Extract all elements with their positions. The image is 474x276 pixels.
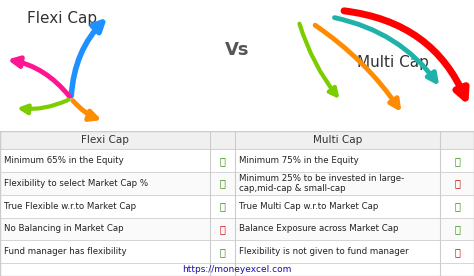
Bar: [440, 217, 474, 240]
Text: 👍: 👍: [219, 247, 226, 257]
Bar: [0, 149, 210, 172]
Bar: [235, 172, 440, 195]
Bar: [210, 195, 235, 217]
Bar: [210, 240, 235, 263]
Text: 👎: 👎: [219, 224, 226, 234]
Text: Multi Cap: Multi Cap: [313, 136, 362, 145]
Bar: [0, 263, 474, 276]
Text: True Flexible w.r.to Market Cap: True Flexible w.r.to Market Cap: [4, 202, 136, 211]
Bar: [235, 195, 440, 217]
Bar: [440, 195, 474, 217]
Bar: [0, 131, 474, 149]
Bar: [0, 172, 210, 195]
Text: https://moneyexcel.com: https://moneyexcel.com: [182, 265, 292, 274]
Text: 👍: 👍: [219, 179, 226, 189]
Text: Minimum 75% in the Equity: Minimum 75% in the Equity: [239, 156, 359, 165]
Text: Flexibility is not given to fund manager: Flexibility is not given to fund manager: [239, 247, 409, 256]
Text: Minimum 25% to be invested in large-
cap,mid-cap & small-cap: Minimum 25% to be invested in large- cap…: [239, 174, 404, 193]
Bar: [210, 149, 235, 172]
Text: Multi Cap: Multi Cap: [357, 55, 429, 70]
Text: 👍: 👍: [454, 201, 460, 211]
Text: Flexibility to select Market Cap %: Flexibility to select Market Cap %: [4, 179, 148, 188]
Bar: [235, 217, 440, 240]
Text: Vs: Vs: [225, 41, 249, 59]
Text: Fund manager has flexibility: Fund manager has flexibility: [4, 247, 127, 256]
Bar: [440, 149, 474, 172]
Bar: [440, 240, 474, 263]
Bar: [0, 217, 210, 240]
Text: 👍: 👍: [454, 156, 460, 166]
Bar: [210, 217, 235, 240]
Text: Flexi Cap: Flexi Cap: [81, 136, 129, 145]
Text: No Balancing in Market Cap: No Balancing in Market Cap: [4, 224, 124, 233]
Text: Flexi Cap: Flexi Cap: [27, 10, 97, 25]
Text: Balance Exposure across Market Cap: Balance Exposure across Market Cap: [239, 224, 399, 233]
Bar: [0, 240, 210, 263]
Bar: [0, 195, 210, 217]
Text: 👍: 👍: [454, 224, 460, 234]
Bar: [235, 149, 440, 172]
Text: 👍: 👍: [219, 201, 226, 211]
Text: True Multi Cap w.r.to Market Cap: True Multi Cap w.r.to Market Cap: [239, 202, 378, 211]
Text: 👎: 👎: [454, 179, 460, 189]
Text: 👎: 👎: [454, 247, 460, 257]
Bar: [210, 172, 235, 195]
Text: Minimum 65% in the Equity: Minimum 65% in the Equity: [4, 156, 124, 165]
Bar: [440, 172, 474, 195]
Bar: [235, 240, 440, 263]
Text: 👍: 👍: [219, 156, 226, 166]
